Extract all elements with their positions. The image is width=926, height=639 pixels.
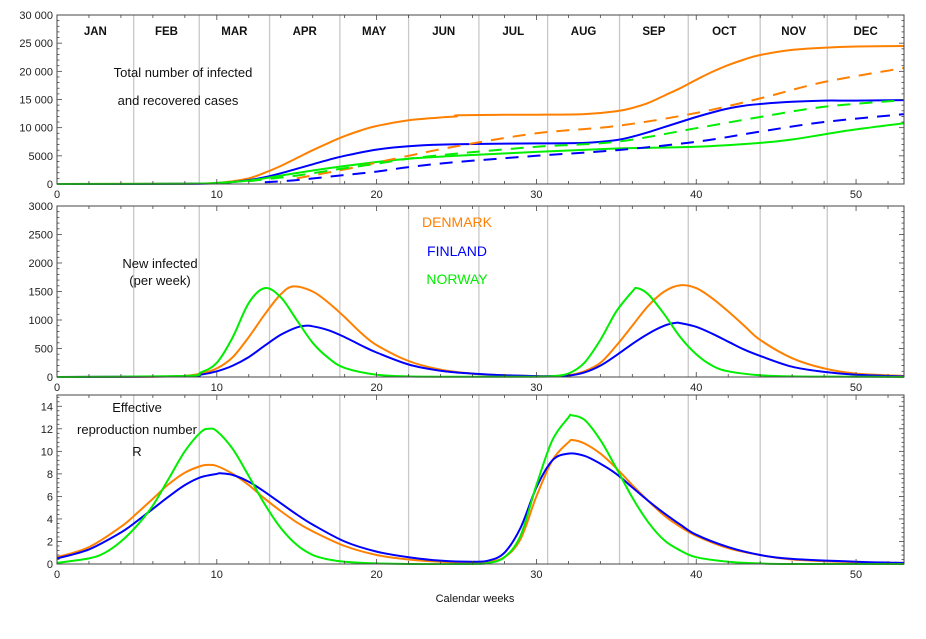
x-tick-label: 30 bbox=[530, 569, 542, 581]
annotation-r-line2: reproduction number bbox=[77, 422, 198, 437]
series-line-norway bbox=[57, 286, 904, 378]
annotation-total-line1: Total number of infected bbox=[114, 65, 253, 80]
legend-finland: FINLAND bbox=[427, 243, 487, 259]
month-label: JUN bbox=[432, 26, 455, 38]
month-label: APR bbox=[293, 26, 318, 38]
month-label: JAN bbox=[84, 26, 107, 38]
x-tick-label: 50 bbox=[850, 382, 862, 394]
y-tick-label: 8 bbox=[47, 469, 53, 481]
x-tick-label: 20 bbox=[370, 569, 382, 581]
x-tick-label: 30 bbox=[530, 189, 542, 201]
month-label: FEB bbox=[155, 26, 178, 38]
x-tick-label: 20 bbox=[370, 189, 382, 201]
x-tick-label: 10 bbox=[211, 189, 223, 201]
x-tick-label: 0 bbox=[54, 189, 60, 201]
x-tick-label: 50 bbox=[850, 189, 862, 201]
y-tick-label: 12 bbox=[41, 424, 53, 436]
y-tick-label: 30 000 bbox=[19, 10, 53, 22]
x-tick-label: 10 bbox=[211, 382, 223, 394]
y-tick-label: 5000 bbox=[29, 151, 53, 163]
y-tick-label: 2 bbox=[47, 536, 53, 548]
x-tick-label: 0 bbox=[54, 382, 60, 394]
series-line-denmark bbox=[57, 438, 904, 564]
y-tick-label: 25 000 bbox=[19, 38, 53, 50]
month-label: JUL bbox=[502, 26, 524, 38]
series-line-finland-dashed bbox=[264, 113, 904, 184]
legend-denmark: DENMARK bbox=[422, 214, 493, 230]
y-tick-label: 20 000 bbox=[19, 66, 53, 78]
y-tick-label: 2500 bbox=[29, 230, 53, 242]
x-tick-label: 40 bbox=[690, 569, 702, 581]
month-label: AUG bbox=[571, 26, 597, 38]
series-line-norway bbox=[57, 413, 904, 565]
month-label: MAR bbox=[221, 26, 248, 38]
y-tick-label: 15 000 bbox=[19, 95, 53, 107]
x-tick-label: 40 bbox=[690, 189, 702, 201]
x-tick-label: 30 bbox=[530, 382, 542, 394]
panel-total-cases: 0 10 20 30 40 50 0 5000 10 000 15 000 20 000 25 000… bbox=[19, 10, 905, 201]
y-tick-label: 500 bbox=[35, 344, 53, 356]
y-tick-label: 4 bbox=[47, 514, 53, 526]
series-line-finland bbox=[57, 452, 904, 564]
annotation-new-line2: (per week) bbox=[129, 273, 190, 288]
annotation-r-line1: Effective bbox=[112, 400, 162, 415]
annotation-total-line2: and recovered cases bbox=[118, 93, 239, 108]
y-tick-label: 1500 bbox=[29, 287, 53, 299]
series-line-denmark-dashed bbox=[296, 67, 904, 180]
month-label: NOV bbox=[781, 26, 806, 38]
month-label: DEC bbox=[854, 26, 878, 38]
series-line-denmark bbox=[57, 45, 904, 185]
y-tick-label: 6 bbox=[47, 491, 53, 503]
y-tick-label: 0 bbox=[47, 179, 53, 191]
y-tick-label: 10 bbox=[41, 446, 53, 458]
annotation-new-line1: New infected bbox=[122, 256, 197, 271]
plot-frame bbox=[56, 394, 905, 565]
y-tick-label: 2000 bbox=[29, 258, 53, 270]
y-tick-label: 10 000 bbox=[19, 123, 53, 135]
x-axis-label: Calendar weeks bbox=[436, 593, 515, 605]
x-tick-label: 50 bbox=[850, 569, 862, 581]
legend-norway: NORWAY bbox=[426, 271, 488, 287]
panel-reproduction-number: 0 10 20 30 40 50 0 2 4 6 8 10 12 14 bbox=[41, 394, 905, 581]
y-tick-label: 3000 bbox=[29, 201, 53, 213]
x-tick-label: 10 bbox=[211, 569, 223, 581]
y-tick-label: 1000 bbox=[29, 315, 53, 327]
series-line-norway-dashed bbox=[248, 99, 904, 183]
month-label: MAY bbox=[362, 26, 387, 38]
series-line-norway bbox=[57, 122, 904, 185]
x-tick-label: 0 bbox=[54, 569, 60, 581]
y-tick-label: 0 bbox=[47, 559, 53, 571]
month-label: OCT bbox=[712, 26, 736, 38]
annotation-r-line3: R bbox=[132, 444, 141, 459]
x-tick-label: 40 bbox=[690, 382, 702, 394]
y-tick-label: 0 bbox=[47, 372, 53, 384]
series-line-denmark bbox=[57, 284, 904, 378]
x-tick-label: 20 bbox=[370, 382, 382, 394]
y-tick-label: 14 bbox=[41, 401, 53, 413]
month-label: SEP bbox=[642, 26, 665, 38]
